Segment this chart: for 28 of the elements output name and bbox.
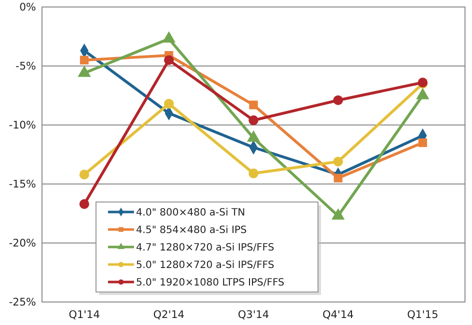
y-tick-label: -10% [8, 120, 36, 132]
point [249, 100, 258, 110]
legend-label: 4.0" 800×480 a-Si TN [136, 208, 246, 218]
point [333, 95, 343, 106]
legend-label: 5.0" 1920×1080 LTPS IPS/FFS [136, 278, 284, 288]
point [333, 156, 343, 166]
legend-label: 4.7" 1280×720 a-Si IPS/FFS [136, 242, 274, 254]
point [334, 174, 342, 182]
point [164, 55, 174, 65]
y-tick-label: 0% [19, 2, 36, 14]
point [80, 56, 89, 64]
point [79, 199, 90, 209]
point [248, 168, 258, 178]
legend-label: 5.0" 1280×720 a-Si IPS/FFS [136, 260, 274, 271]
x-tick-label: Q1'15 [407, 309, 438, 321]
x-tick-label: Q3'14 [238, 309, 270, 321]
y-tick-label: -20% [8, 238, 36, 250]
x-tick-label: Q4'14 [322, 309, 354, 321]
legend-label: 4.5" 854×480 a-Si IPS [136, 225, 247, 236]
y-tick-label: -15% [8, 178, 36, 191]
y-tick-label: -5% [16, 60, 36, 73]
y-tick-label: -25% [8, 296, 36, 309]
point [79, 170, 90, 180]
point [164, 98, 174, 109]
x-tick-label: Q2'14 [153, 309, 185, 321]
x-tick-label: Q1'14 [68, 309, 100, 321]
point [418, 138, 428, 148]
point [248, 115, 258, 126]
